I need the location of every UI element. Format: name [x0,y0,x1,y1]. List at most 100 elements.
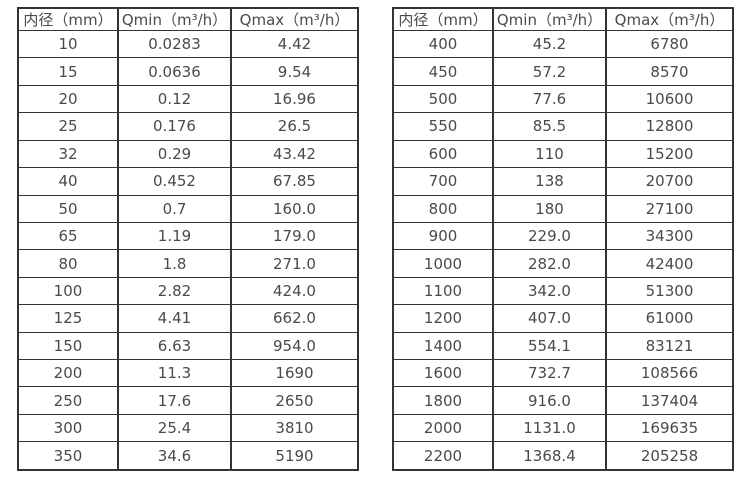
table-cell: 800 [392,194,494,223]
table-cell: 15200 [605,139,734,169]
table-cell: 51300 [605,276,734,306]
table-cell: 34300 [605,221,734,251]
table-cell: 450 [392,57,494,86]
table-cell: 17.6 [117,386,232,415]
table-cell: 3810 [230,413,359,443]
table-cell: 160.0 [230,194,359,223]
table-cell: 150 [17,331,119,361]
table-cell: 0.176 [117,112,232,141]
table-cell: 1.19 [117,221,232,251]
table-cell: 271.0 [230,249,359,278]
column-header-0: 内径（mm） [17,7,119,31]
table-cell: 0.12 [117,84,232,114]
table-cell: 83121 [605,331,734,361]
table-cell: 2.82 [117,276,232,306]
table-cell: 600 [392,139,494,169]
column-header-1: Qmin（m³/h） [492,7,607,31]
table-cell: 32 [17,139,119,169]
table-row: 10 0.0283 4.42 [17,29,359,59]
table-row: 1600 732.7 108566 [392,359,734,388]
table-cell: 45.2 [492,29,607,59]
table-cell: 900 [392,221,494,251]
table-row: 80 1.8 271.0 [17,249,359,278]
table-cell: 10 [17,29,119,59]
table-cell: 80 [17,249,119,278]
table-cell: 85.5 [492,112,607,141]
table-cell: 2650 [230,386,359,415]
table-cell: 1368.4 [492,441,607,471]
table-cell: 400 [392,29,494,59]
table-cell: 954.0 [230,331,359,361]
table-row: 2000 1131.0 169635 [392,413,734,443]
table-row: 25 0.176 26.5 [17,112,359,141]
table-cell: 282.0 [492,249,607,278]
table-row: 350 34.6 5190 [17,441,359,471]
table-row: 40 0.452 67.85 [17,167,359,196]
table-row: 200 11.3 1690 [17,359,359,388]
table-row: 700 138 20700 [392,167,734,196]
table-cell: 200 [17,359,119,388]
table-cell: 125 [17,304,119,333]
table-cell: 2200 [392,441,494,471]
table-cell: 110 [492,139,607,169]
table-cell: 9.54 [230,57,359,86]
table-row: 100 2.82 424.0 [17,276,359,306]
table-cell: 1100 [392,276,494,306]
table-cell: 11.3 [117,359,232,388]
table-cell: 554.1 [492,331,607,361]
table-row: 800 180 27100 [392,194,734,223]
table-row: 50 0.7 160.0 [17,194,359,223]
table-row: 900 229.0 34300 [392,221,734,251]
table-cell: 0.29 [117,139,232,169]
table-cell: 550 [392,112,494,141]
table-cell: 205258 [605,441,734,471]
header-row: 内径（mm） Qmin（m³/h） Qmax（m³/h） [17,7,359,31]
column-header-0: 内径（mm） [392,7,494,31]
table-cell: 0.452 [117,167,232,196]
table-row: 250 17.6 2650 [17,386,359,415]
table-row: 150 6.63 954.0 [17,331,359,361]
table-cell: 180 [492,194,607,223]
table-cell: 42400 [605,249,734,278]
header-row: 内径（mm） Qmin（m³/h） Qmax（m³/h） [392,7,734,31]
table-cell: 1690 [230,359,359,388]
table-row: 15 0.0636 9.54 [17,57,359,86]
column-header-2: Qmax（m³/h） [605,7,734,31]
table-cell: 61000 [605,304,734,333]
table-cell: 20 [17,84,119,114]
table-row: 1000 282.0 42400 [392,249,734,278]
table-cell: 25.4 [117,413,232,443]
table-cell: 77.6 [492,84,607,114]
table-cell: 1200 [392,304,494,333]
table-cell: 50 [17,194,119,223]
table-row: 1400 554.1 83121 [392,331,734,361]
table-cell: 1600 [392,359,494,388]
table-row: 125 4.41 662.0 [17,304,359,333]
table-row: 20 0.12 16.96 [17,84,359,114]
table-cell: 43.42 [230,139,359,169]
table-row: 400 45.2 6780 [392,29,734,59]
column-header-1: Qmin（m³/h） [117,7,232,31]
table-row: 65 1.19 179.0 [17,221,359,251]
table-row: 2200 1368.4 205258 [392,441,734,471]
table-row: 450 57.2 8570 [392,57,734,86]
table-cell: 4.42 [230,29,359,59]
table-cell: 1.8 [117,249,232,278]
table-cell: 1800 [392,386,494,415]
table-cell: 26.5 [230,112,359,141]
table-cell: 6.63 [117,331,232,361]
table-cell: 0.7 [117,194,232,223]
table-cell: 500 [392,84,494,114]
table-row: 32 0.29 43.42 [17,139,359,169]
table-cell: 6780 [605,29,734,59]
table-cell: 350 [17,441,119,471]
column-header-2: Qmax（m³/h） [230,7,359,31]
table-row: 1100 342.0 51300 [392,276,734,306]
table-cell: 0.0636 [117,57,232,86]
table-cell: 2000 [392,413,494,443]
table-cell: 34.6 [117,441,232,471]
table-cell: 25 [17,112,119,141]
table-cell: 916.0 [492,386,607,415]
table-cell: 5190 [230,441,359,471]
table-row: 550 85.5 12800 [392,112,734,141]
